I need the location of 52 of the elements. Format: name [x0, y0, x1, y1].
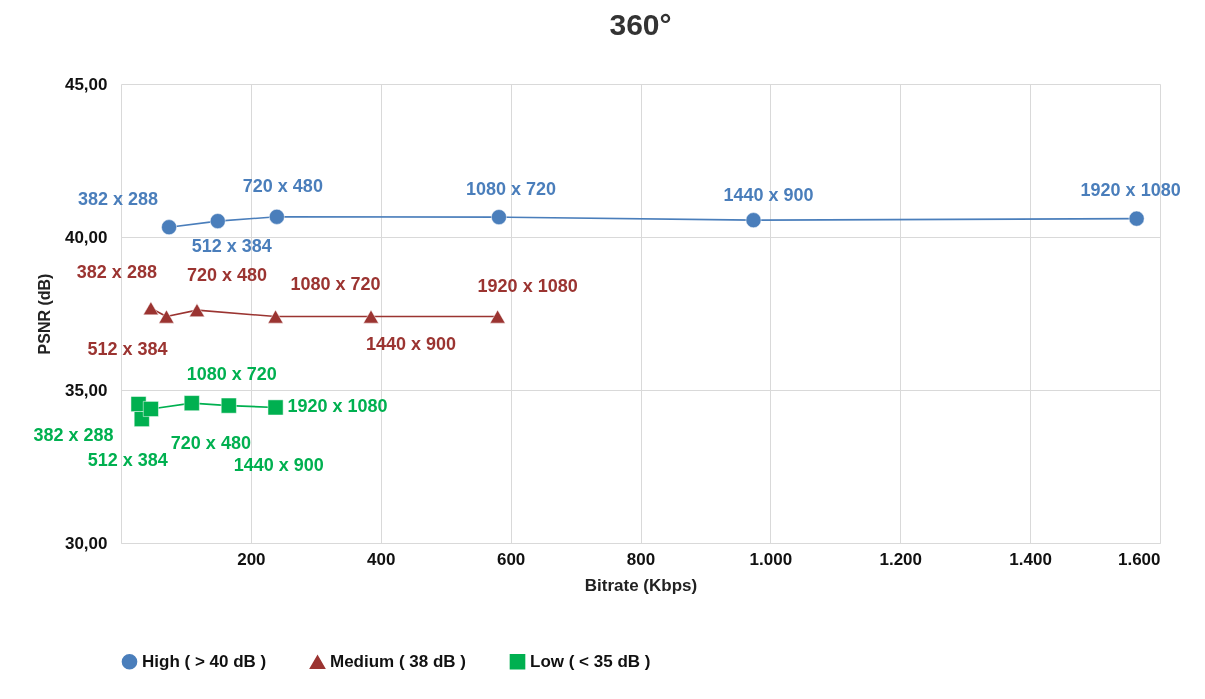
- x-tick-label: 600: [496, 549, 526, 569]
- point: [1128, 210, 1145, 227]
- point: [158, 309, 175, 324]
- legend-label: Low ( < 35 dB ): [530, 651, 651, 671]
- point: [143, 401, 159, 417]
- annotation: 1920 x 1080: [477, 275, 578, 296]
- annotation: 1440 x 900: [365, 333, 457, 354]
- annotation: 382 x 288: [76, 262, 157, 283]
- point: [267, 399, 284, 416]
- point: [267, 309, 284, 324]
- y-tick-label: 30,00: [64, 533, 108, 553]
- y-tick-label: 40,00: [64, 227, 108, 247]
- point: [363, 309, 379, 324]
- x-tick-label: 800: [626, 549, 656, 569]
- point: [220, 397, 237, 414]
- point: [491, 209, 507, 225]
- annotation: 1920 x 1080: [1080, 179, 1181, 200]
- x-tick-label: 1.400: [1009, 549, 1052, 569]
- annotation: 382 x 288: [33, 425, 114, 446]
- x-tick-label: 1.000: [749, 549, 793, 569]
- point: [143, 301, 159, 316]
- chart-title: 360°: [609, 8, 672, 41]
- annotation: 512 x 384: [87, 450, 168, 471]
- point: [745, 212, 762, 228]
- x-tick-label: 1.600: [1117, 549, 1161, 569]
- point: [183, 395, 200, 411]
- annotation: 382 x 288: [78, 189, 159, 210]
- legend-label: High ( > 40 dB ): [142, 651, 267, 671]
- annotation: 1440 x 900: [233, 454, 324, 475]
- annotation: 720 x 480: [170, 432, 251, 453]
- point: [189, 303, 205, 317]
- x-tick-label: 200: [237, 549, 266, 569]
- annotation: 720 x 480: [186, 265, 268, 286]
- annotation: 1920 x 1080: [287, 396, 388, 417]
- x-tick-label: 400: [367, 549, 396, 569]
- point: [209, 213, 226, 229]
- point: [489, 309, 506, 324]
- y-axis-title: PSNR (dB): [35, 273, 53, 355]
- annotation: 1080 x 720: [465, 179, 556, 200]
- annotation: 720 x 480: [242, 175, 323, 196]
- annotation: 1080 x 720: [186, 364, 277, 385]
- annotation: 1440 x 900: [723, 185, 814, 206]
- annotation: 1080 x 720: [290, 273, 381, 294]
- x-axis-title: Bitrate (Kbps): [584, 575, 698, 595]
- point: [161, 219, 177, 236]
- annotation: 512 x 384: [87, 338, 168, 359]
- y-tick-label: 35,00: [64, 380, 108, 400]
- annotation: 512 x 384: [191, 236, 272, 257]
- point: [269, 208, 285, 225]
- x-tick-label: 1.200: [879, 549, 923, 569]
- legend-label: Medium ( 38 dB ): [330, 652, 467, 672]
- y-tick-label: 45,00: [64, 74, 108, 94]
